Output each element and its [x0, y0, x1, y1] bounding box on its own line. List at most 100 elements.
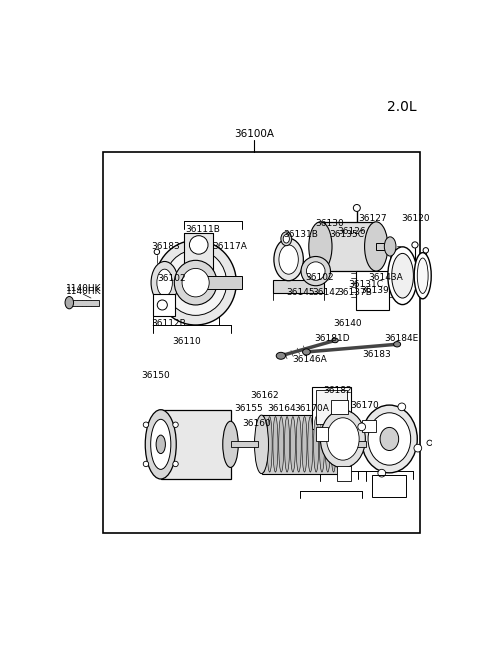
Text: 36137B: 36137B	[337, 288, 372, 297]
Text: 1140HK: 1140HK	[66, 287, 102, 295]
Ellipse shape	[174, 260, 217, 305]
Bar	[153, 294, 175, 316]
Text: 36112B: 36112B	[152, 319, 186, 328]
Ellipse shape	[417, 258, 428, 293]
Bar	[103, 152, 420, 533]
Ellipse shape	[279, 245, 298, 274]
Ellipse shape	[321, 410, 365, 468]
Text: 36150: 36150	[142, 371, 170, 379]
Ellipse shape	[302, 349, 311, 355]
Ellipse shape	[145, 409, 176, 479]
Ellipse shape	[368, 413, 411, 465]
Ellipse shape	[261, 417, 266, 472]
Ellipse shape	[380, 428, 399, 451]
Ellipse shape	[157, 269, 172, 296]
Ellipse shape	[273, 417, 278, 472]
Ellipse shape	[384, 237, 396, 256]
Bar	[312, 386, 350, 429]
Ellipse shape	[290, 417, 295, 472]
Ellipse shape	[331, 417, 336, 472]
Ellipse shape	[423, 248, 429, 253]
Ellipse shape	[267, 417, 272, 472]
Text: 36127: 36127	[359, 214, 387, 223]
Ellipse shape	[388, 247, 417, 305]
Text: 36142: 36142	[312, 288, 340, 297]
Text: 36184E: 36184E	[384, 334, 418, 343]
Text: 36170A: 36170A	[294, 403, 329, 413]
Text: 36140: 36140	[333, 319, 361, 328]
Text: 36100A: 36100A	[234, 128, 274, 139]
Ellipse shape	[398, 403, 406, 411]
Text: 36170: 36170	[350, 402, 379, 410]
Text: 36126: 36126	[337, 227, 366, 236]
Ellipse shape	[302, 417, 307, 472]
Ellipse shape	[414, 253, 431, 299]
Ellipse shape	[414, 444, 422, 452]
Text: 36155: 36155	[234, 403, 263, 413]
Ellipse shape	[326, 418, 359, 460]
Bar	[230, 441, 258, 447]
Bar	[356, 271, 389, 310]
Text: 36183: 36183	[152, 242, 180, 251]
Ellipse shape	[301, 257, 330, 286]
Ellipse shape	[340, 415, 354, 474]
Ellipse shape	[223, 421, 238, 468]
Text: 36130: 36130	[316, 219, 345, 228]
Bar	[207, 276, 242, 289]
Bar	[376, 242, 390, 250]
Ellipse shape	[155, 240, 236, 325]
Text: 36160: 36160	[242, 419, 271, 428]
Bar	[69, 301, 99, 306]
Text: 36131B: 36131B	[283, 230, 318, 238]
Ellipse shape	[353, 204, 360, 212]
Text: 1140HK: 1140HK	[66, 284, 102, 293]
Ellipse shape	[154, 249, 159, 255]
Text: 36162: 36162	[250, 391, 278, 400]
Bar	[372, 475, 407, 496]
Ellipse shape	[283, 234, 289, 243]
Text: 36146A: 36146A	[292, 355, 327, 364]
Bar	[262, 415, 347, 474]
Ellipse shape	[306, 262, 325, 280]
Bar	[161, 409, 230, 479]
Ellipse shape	[308, 417, 313, 472]
Ellipse shape	[337, 417, 342, 472]
Ellipse shape	[412, 242, 418, 248]
Ellipse shape	[325, 417, 330, 472]
Bar	[321, 222, 376, 271]
Ellipse shape	[143, 461, 149, 466]
Ellipse shape	[276, 352, 286, 359]
Ellipse shape	[156, 435, 166, 454]
Bar	[316, 390, 347, 424]
Ellipse shape	[143, 422, 149, 428]
Text: 36143A: 36143A	[369, 272, 403, 282]
Text: 36120: 36120	[401, 214, 430, 223]
Ellipse shape	[173, 422, 178, 428]
Text: 2.0L: 2.0L	[387, 100, 417, 114]
Ellipse shape	[165, 250, 227, 315]
Text: 36145: 36145	[286, 288, 315, 297]
Ellipse shape	[279, 417, 284, 472]
Text: 36182: 36182	[324, 386, 352, 395]
Bar	[184, 233, 214, 270]
Ellipse shape	[173, 461, 178, 466]
Ellipse shape	[392, 253, 413, 298]
Text: 36102: 36102	[157, 274, 186, 284]
Text: 36102: 36102	[305, 272, 334, 282]
Bar	[347, 441, 366, 447]
Ellipse shape	[378, 470, 385, 477]
Ellipse shape	[190, 236, 208, 254]
Text: 36135C: 36135C	[330, 230, 365, 238]
Bar	[316, 428, 328, 441]
Text: 36181D: 36181D	[314, 334, 350, 343]
Ellipse shape	[365, 222, 388, 271]
Bar	[362, 420, 376, 432]
Ellipse shape	[394, 341, 401, 347]
Ellipse shape	[427, 440, 432, 445]
Ellipse shape	[332, 338, 338, 343]
Text: 36111B: 36111B	[186, 225, 220, 234]
Ellipse shape	[65, 297, 73, 309]
Ellipse shape	[151, 419, 171, 470]
Ellipse shape	[274, 238, 303, 281]
Text: 36131C: 36131C	[348, 280, 384, 290]
